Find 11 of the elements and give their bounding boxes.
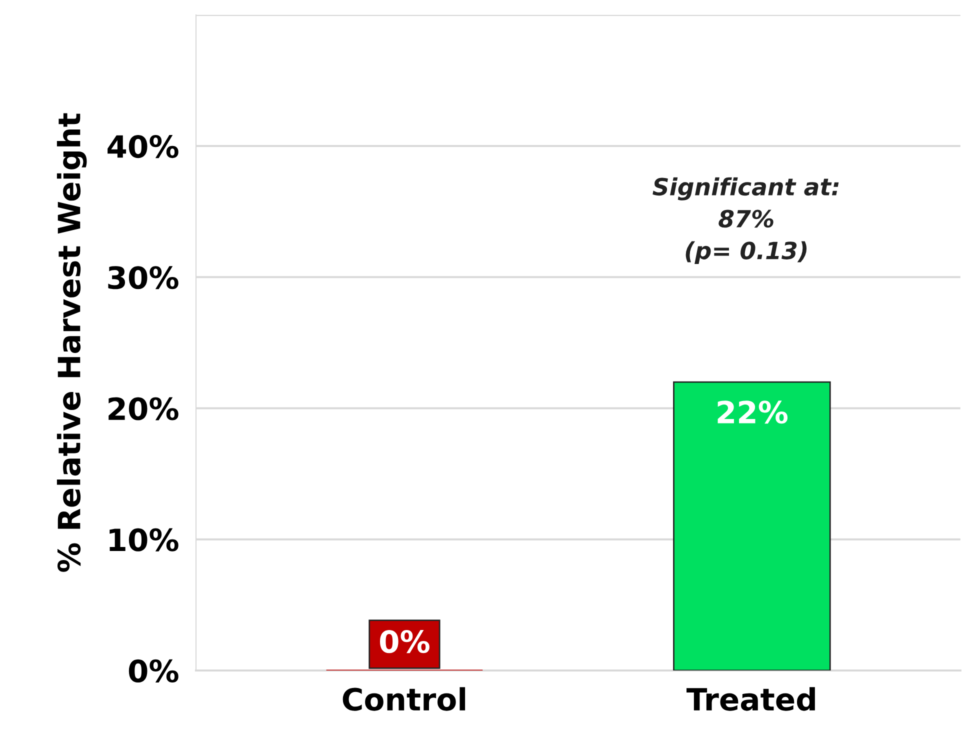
y-tick-label: 20% <box>108 397 178 420</box>
y-tick-label: 10% <box>110 528 178 552</box>
y-tick-label: 0% <box>128 659 178 683</box>
y-tick-label: 30% <box>108 266 178 290</box>
data-label: 22% <box>718 400 788 424</box>
y-tick-label: 40% <box>108 134 178 158</box>
data-label: 0% <box>380 630 430 654</box>
x-tick-label: Control <box>342 687 466 711</box>
annotation: Significant at: 87% (p= 0.13) <box>652 177 839 264</box>
x-tick-label: Treated <box>686 687 815 711</box>
y-axis-title: % Relative Harvest Weight <box>56 113 87 572</box>
